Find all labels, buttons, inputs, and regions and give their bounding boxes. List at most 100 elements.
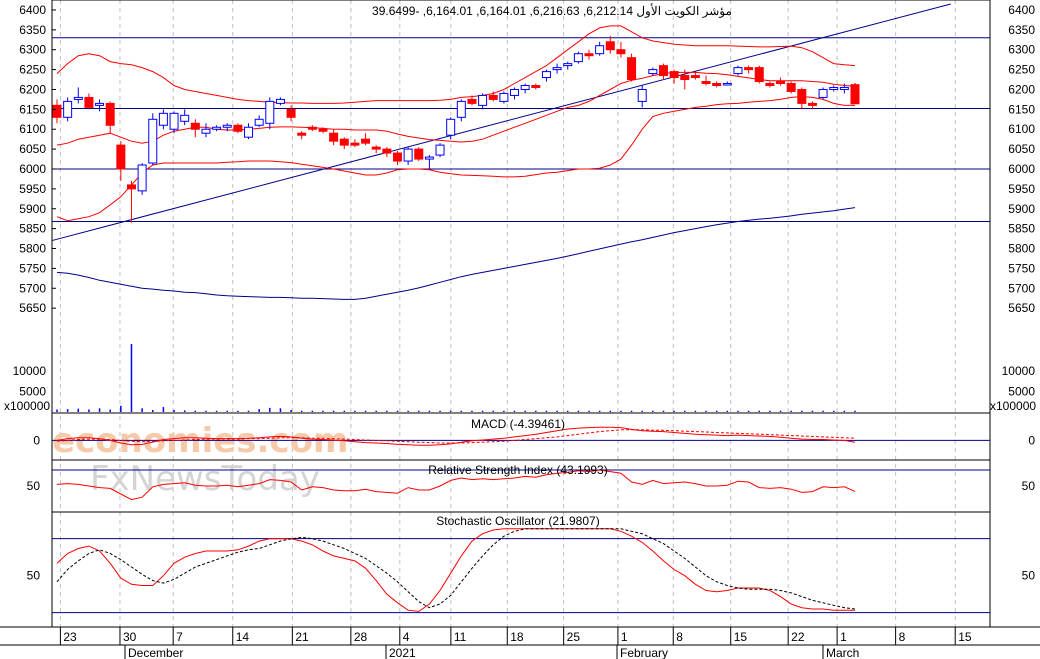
price-y-label-right: 6150 [1008,102,1035,116]
price-y-label-right: 5850 [1008,222,1035,236]
price-y-label-right: 5900 [1008,202,1035,216]
rsi-title: Relative Strength Index (43.1993) [428,463,607,477]
bollinger-lower-line [56,96,855,222]
price-title: مؤشر الكويت الأول 6,212.14, 6,216.63, 6,… [372,3,732,18]
candle-body [350,142,360,146]
candle-body [244,126,254,138]
candle-body [701,81,711,85]
candle-body [627,57,637,81]
candle-body [658,65,668,77]
price-y-label-right: 6050 [1008,142,1035,156]
price-y-label-right: 5950 [1008,182,1035,196]
candle-body [499,92,509,102]
candle-body [488,94,498,100]
candle-body [478,94,488,106]
candle-body [776,81,786,85]
candle-body [744,67,754,71]
candle-body [403,148,413,162]
candle-body [222,124,232,128]
x-tick-label: 28 [354,630,368,644]
watermark-fxnewstoday: FxNewsToday [90,459,320,499]
candle-body [158,112,168,126]
candle-body [605,41,615,51]
rsi-line [56,469,856,501]
price-y-label-left: 5900 [19,202,46,216]
moving-average-line [56,207,856,300]
x-tick-label: 22 [791,630,805,644]
x-tick-label: 11 [454,630,467,644]
candle-body [712,83,722,87]
candle-body [339,138,349,146]
price-y-label-left: 6250 [19,63,46,77]
price-y-label-right: 6350 [1008,23,1035,37]
candle-body [254,118,264,126]
price-y-label-right: 6400 [1008,3,1035,17]
candle-body [286,108,296,118]
candle-body [414,148,424,160]
candle-body [392,152,402,162]
x-tick-label: 15 [734,630,748,644]
volume-unit-left: x100000 [4,399,50,413]
candle-body [467,98,477,104]
candle-body [116,144,126,170]
x-tick-label: 30 [123,630,137,644]
candle-body [84,96,94,108]
x-tick-label: 21 [295,630,309,644]
x-tick-label: 8 [899,630,906,644]
price-y-label-left: 6100 [19,122,46,136]
price-y-label-left: 6000 [19,162,46,176]
stochastic-title: Stochastic Oscillator (21.9807) [436,514,599,528]
candle-body [520,85,530,90]
x-tick-label: 7 [176,630,183,644]
x-tick-label: 15 [958,630,972,644]
macd-title: MACD (-4.39461) [471,417,565,431]
candle-body [722,83,732,86]
price-y-label-right: 6250 [1008,63,1035,77]
trend-line [51,3,951,242]
candles [52,35,860,223]
price-y-label-right: 5800 [1008,242,1035,256]
candle-body [850,84,860,105]
candle-body [63,100,73,118]
candle-body [435,144,445,156]
x-tick-label: 23 [63,630,77,644]
volume-bars [56,344,856,412]
candle-body [371,146,381,150]
candle-body [510,88,520,96]
candle-body [233,124,243,132]
volume-y-label-right: 10000 [1002,364,1036,378]
candle-body [573,53,583,63]
macd-y-label-left: 0 [33,433,40,447]
price-y-label-right: 6300 [1008,43,1035,57]
bollinger-upper-line [56,25,856,104]
candle-body [297,132,307,136]
candle-body [616,49,626,55]
candle-body [552,67,562,71]
price-y-label-left: 6400 [19,3,46,17]
watermark-economies: economies.com [52,421,348,461]
candle-body [275,98,285,104]
candle-body [190,122,200,130]
price-y-label-left: 6050 [19,142,46,156]
candle-body [424,156,434,160]
volume-unit-right: x100000 [990,399,1036,413]
candle-body [829,86,839,90]
candle-body [584,53,594,57]
candle-body [563,63,573,67]
candle-body [839,86,849,90]
x-tick-label: 18 [510,630,524,644]
price-y-label-left: 6200 [19,82,46,96]
candle-body [318,128,328,132]
candle-body [201,128,211,134]
candle-body [446,118,456,136]
candle-body [180,114,190,122]
month-label: 2021 [389,646,416,659]
horizontal-levels [51,3,990,242]
candle-body [754,67,764,83]
volume-y-label-left: 10000 [13,364,47,378]
rsi-y-label-right: 50 [1022,479,1036,493]
price-y-label-left: 5800 [19,242,46,256]
volume-y-label-right: 5000 [1008,384,1035,398]
